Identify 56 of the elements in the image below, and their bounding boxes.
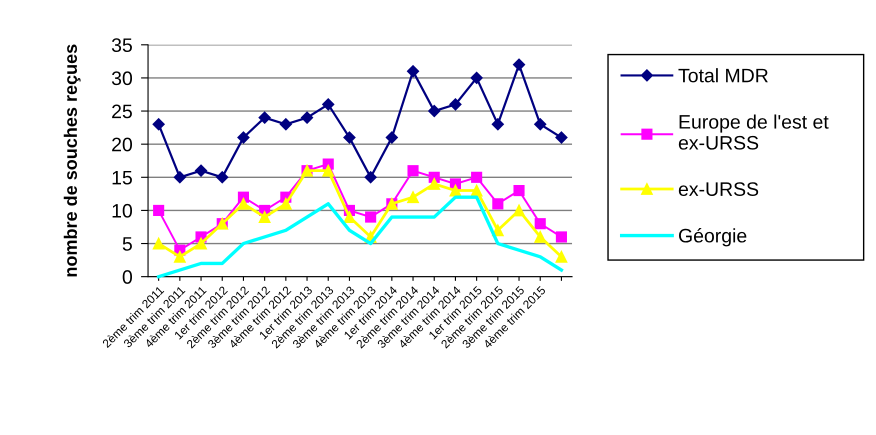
point [534, 231, 546, 243]
point [237, 131, 250, 144]
y-tick-label: 0 [122, 270, 132, 284]
point [428, 178, 440, 190]
point [300, 112, 314, 124]
point [450, 184, 462, 196]
point [556, 231, 567, 242]
legend-label: Géorgie [679, 228, 746, 246]
point [364, 171, 377, 184]
y-tick-label: 10 [112, 204, 132, 218]
y-tick-label: 15 [112, 170, 132, 185]
legend-label: ex-URSS [678, 182, 758, 196]
point [407, 165, 419, 176]
point [174, 250, 186, 263]
y-tick-label: 35 [112, 38, 132, 52]
point [344, 211, 356, 223]
point [449, 98, 462, 111]
point [492, 118, 504, 130]
y-tick-label: 5 [122, 237, 132, 251]
point [195, 238, 207, 250]
legend-label: Europe de l'est et ex-URSS [678, 114, 829, 150]
point [556, 250, 568, 263]
point [322, 98, 334, 111]
point [386, 131, 398, 144]
point [322, 164, 334, 177]
point [216, 171, 228, 184]
point [343, 131, 356, 144]
y-tick-label: 25 [112, 104, 132, 118]
point [406, 65, 420, 78]
point [152, 238, 165, 250]
point [512, 58, 526, 71]
point [555, 131, 568, 144]
point [280, 198, 292, 210]
y-tick-label: 30 [112, 71, 132, 86]
point [534, 218, 546, 230]
point [470, 72, 483, 84]
legend-label: Total MDR [678, 68, 768, 82]
point [470, 184, 483, 196]
point [258, 211, 271, 223]
point [152, 118, 165, 130]
point [513, 204, 525, 216]
y-tick-label: 20 [112, 138, 132, 152]
point [280, 118, 292, 130]
point [492, 198, 504, 210]
point [428, 104, 440, 118]
point [513, 184, 525, 196]
point [174, 171, 186, 184]
point [258, 112, 271, 124]
point [153, 204, 164, 216]
point [471, 172, 482, 183]
y-axis-title: nombre de souches reçues [64, 44, 81, 276]
point [194, 164, 208, 177]
point [238, 198, 250, 210]
point [534, 118, 546, 130]
point [407, 191, 419, 204]
point [365, 211, 376, 223]
